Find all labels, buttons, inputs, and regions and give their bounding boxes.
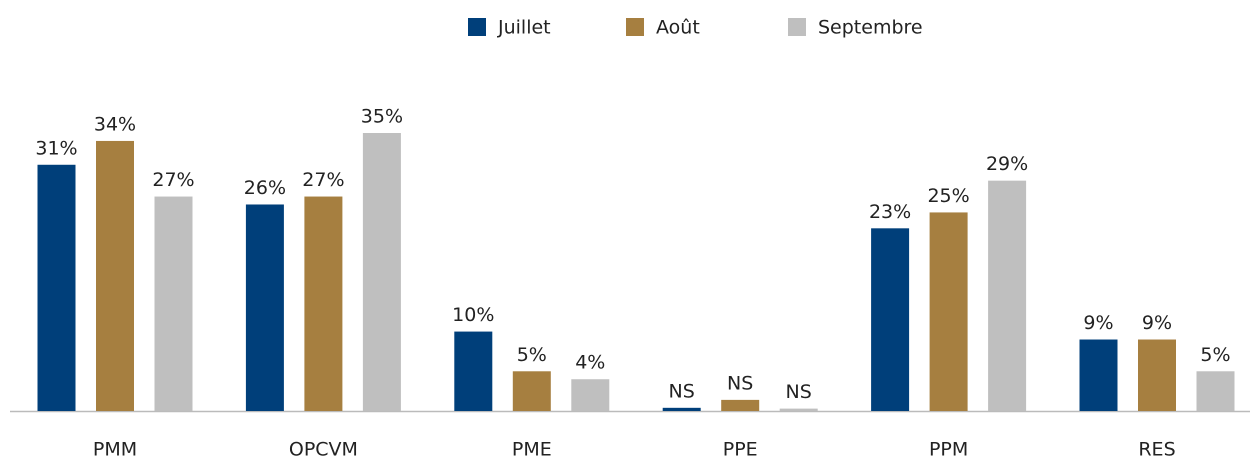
bar	[571, 379, 610, 411]
bar	[304, 196, 343, 411]
bar	[454, 331, 493, 411]
bar	[245, 204, 284, 411]
value-label: 27%	[152, 169, 194, 191]
bar	[929, 212, 968, 411]
value-label: 31%	[35, 137, 77, 159]
value-label: 23%	[869, 201, 911, 223]
x-tick-label: PPM	[929, 439, 968, 461]
bar	[37, 164, 76, 411]
bar	[721, 399, 760, 411]
bar	[662, 407, 701, 411]
bar	[1196, 371, 1235, 411]
bar	[512, 371, 551, 411]
x-tick-label: RES	[1138, 439, 1175, 461]
legend-swatch	[626, 18, 644, 36]
bar	[871, 228, 910, 411]
legend-label: Septembre	[818, 17, 923, 39]
value-label: 10%	[452, 304, 494, 326]
legend-label: Juillet	[497, 17, 551, 39]
value-label: NS	[669, 380, 695, 402]
x-tick-label: PPE	[723, 439, 758, 461]
value-label: 35%	[361, 106, 403, 128]
bar	[96, 140, 134, 411]
value-label: 5%	[517, 344, 547, 366]
legend-swatch	[788, 18, 806, 36]
bar	[154, 196, 193, 411]
x-tick-label: PME	[512, 439, 552, 461]
bar	[988, 180, 1027, 411]
value-label: 9%	[1142, 312, 1172, 334]
bar	[779, 408, 818, 411]
value-label: 34%	[94, 113, 136, 135]
value-label: NS	[727, 372, 753, 394]
bar	[1079, 339, 1118, 411]
value-label: 27%	[302, 169, 344, 191]
bar	[1138, 339, 1176, 411]
legend-label: Août	[656, 17, 700, 39]
x-tick-label: PMM	[93, 439, 137, 461]
x-tick-label: OPCVM	[289, 439, 358, 461]
value-label: 29%	[986, 153, 1028, 175]
value-label: NS	[786, 381, 812, 403]
value-label: 26%	[244, 177, 286, 199]
legend-swatch	[468, 18, 486, 36]
value-label: 9%	[1083, 312, 1113, 334]
value-label: 5%	[1200, 344, 1230, 366]
bar	[362, 133, 401, 411]
value-label: 4%	[575, 352, 605, 374]
value-label: 25%	[927, 185, 969, 207]
